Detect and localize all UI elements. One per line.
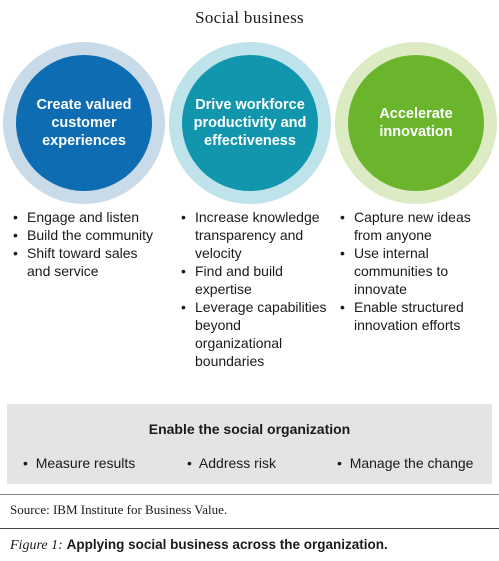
box-item: • Measure results — [23, 455, 135, 471]
bullet-icon: • — [181, 299, 186, 315]
caption-label: Figure 1: — [10, 538, 63, 553]
list-item-text: Enable structured innovation efforts — [354, 299, 464, 333]
bullet-icon: • — [337, 455, 342, 471]
box-item-text: Address risk — [198, 455, 276, 471]
list-item-text: Shift toward sales and service — [27, 245, 138, 279]
bullet-icon: • — [13, 245, 18, 261]
list-item-text: Find and build expertise — [195, 263, 283, 297]
list-item: • Shift toward sales and service — [12, 244, 162, 280]
list-item: • Capture new ideas from anyone — [339, 208, 494, 244]
box-item: • Manage the change — [337, 455, 473, 471]
diagram-title: Social business — [195, 8, 304, 27]
list-item-text: Build the community — [27, 227, 154, 243]
figure-caption: Figure 1: Applying social business acros… — [10, 536, 388, 554]
circle-label: Create valued customer experiences — [16, 55, 152, 191]
circle-workforce-productivity: Drive workforce productivity and effecti… — [169, 42, 331, 204]
list-item: • Enable structured innovation efforts — [339, 298, 494, 334]
bullet-icon: • — [13, 209, 18, 225]
caption-text: Applying social business across the orga… — [66, 537, 388, 552]
circle-customer-experiences: Create valued customer experiences — [3, 42, 165, 204]
list-item: • Increase knowledge transparency and vel… — [180, 208, 330, 262]
bullet-icon: • — [340, 299, 345, 315]
list-item: • Use internal communities to innovate — [339, 244, 494, 298]
list-item: • Leverage capabilities beyond organizati… — [180, 298, 330, 370]
divider — [0, 528, 499, 529]
list-item-text: Capture new ideas from anyone — [354, 209, 471, 243]
list-item: • Engage and listen — [12, 208, 162, 226]
bullet-icon: • — [23, 455, 28, 471]
list-item: • Find and build expertise — [180, 262, 330, 298]
bullet-icon: • — [340, 245, 345, 261]
list-item: • Build the community — [12, 226, 162, 244]
bullet-icon: • — [181, 263, 186, 279]
box-title: Enable the social organization — [148, 421, 351, 437]
circle-label: Accelerate innovation — [348, 55, 484, 191]
circle-accelerate-innovation: Accelerate innovation — [335, 42, 497, 204]
list-item-text: Engage and listen — [27, 209, 140, 225]
box-item-text: Manage the change — [349, 455, 474, 471]
list-item-text: Leverage capabilities beyond organizatio… — [195, 299, 327, 369]
bullet-list-customer: • Engage and listen • Build the community … — [12, 208, 162, 280]
box-item-text: Measure results — [35, 455, 136, 471]
bullet-icon: • — [181, 209, 186, 225]
bullet-icon: • — [340, 209, 345, 225]
box-item: • Address risk — [187, 455, 276, 471]
bullet-list-innovation: • Capture new ideas from anyone • Use inte… — [339, 208, 494, 334]
bullet-icon: • — [13, 227, 18, 243]
list-item-text: Use internal communities to innovate — [354, 245, 449, 297]
enable-social-organization-box: Enable the social organization • Measure… — [7, 404, 492, 484]
list-item-text: Increase knowledge transparency and velo… — [195, 209, 320, 261]
bullet-list-workforce: • Increase knowledge transparency and vel… — [180, 208, 330, 370]
divider — [0, 494, 499, 495]
bullet-icon: • — [187, 455, 192, 471]
circle-label: Drive workforce productivity and effecti… — [182, 55, 318, 191]
source-note: Source: IBM Institute for Business Value… — [10, 502, 228, 517]
